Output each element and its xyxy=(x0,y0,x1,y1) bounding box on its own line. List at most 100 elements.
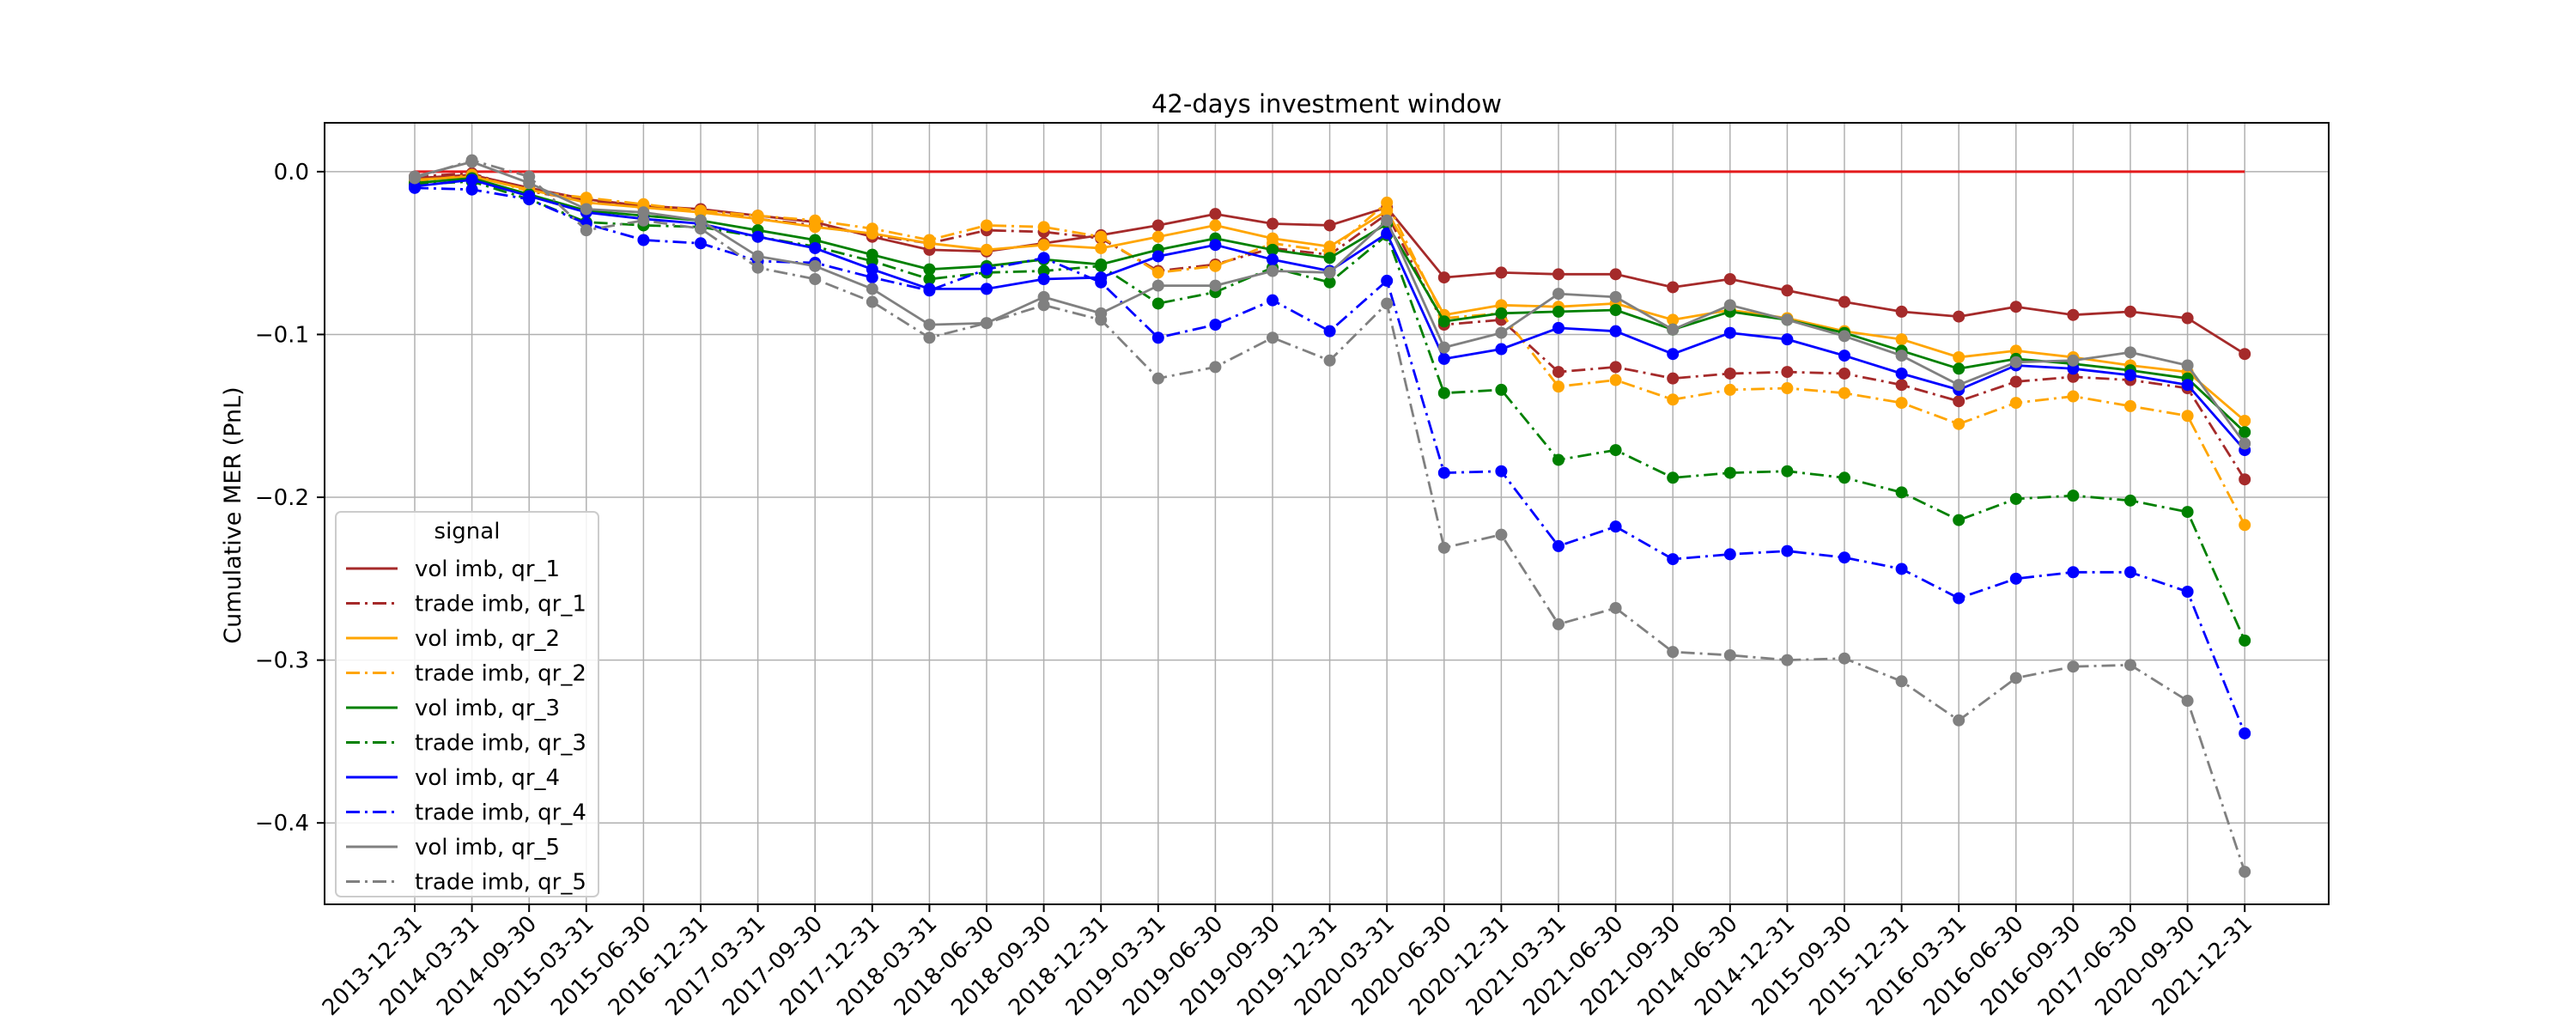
data-point xyxy=(1781,544,1794,557)
data-point xyxy=(1667,646,1680,659)
data-point xyxy=(1609,325,1622,338)
data-point xyxy=(523,170,536,183)
data-point xyxy=(1151,266,1164,279)
data-point xyxy=(1609,290,1622,303)
data-point xyxy=(1151,331,1164,344)
data-point xyxy=(1723,326,1736,339)
data-point xyxy=(1895,305,1908,318)
data-point xyxy=(1838,330,1850,343)
data-point xyxy=(2009,492,2022,505)
series-layer xyxy=(409,154,2251,879)
data-point xyxy=(1437,466,1450,479)
data-point xyxy=(866,283,878,295)
data-point xyxy=(1723,273,1736,285)
data-point xyxy=(1381,297,1394,310)
data-point xyxy=(1437,541,1450,554)
data-point xyxy=(2181,379,2194,392)
data-point xyxy=(2181,410,2194,423)
data-point xyxy=(1495,465,1508,477)
data-point xyxy=(1723,548,1736,561)
data-point xyxy=(751,250,764,263)
data-point xyxy=(409,181,421,194)
data-point xyxy=(1209,361,1222,374)
data-point xyxy=(1151,372,1164,385)
data-point xyxy=(1552,453,1564,466)
data-point xyxy=(1095,259,1108,272)
data-point xyxy=(1209,239,1222,252)
data-point xyxy=(409,172,421,185)
data-point xyxy=(981,317,993,330)
data-point xyxy=(1953,379,1965,392)
data-point xyxy=(1838,295,1850,308)
data-point xyxy=(2067,354,2080,367)
data-point xyxy=(637,214,650,227)
data-point xyxy=(1552,268,1564,281)
data-point xyxy=(1267,253,1279,266)
y-tick-label: −0.1 xyxy=(255,322,309,348)
y-tick-label: −0.3 xyxy=(255,648,309,674)
data-point xyxy=(465,173,478,186)
y-tick-label: 0.0 xyxy=(274,160,309,186)
data-point xyxy=(2067,566,2080,579)
data-point xyxy=(695,204,707,217)
data-point xyxy=(1667,372,1680,385)
data-point xyxy=(465,183,478,196)
data-point xyxy=(809,214,822,227)
data-point xyxy=(695,237,707,250)
legend-label: vol imb, qr_1 xyxy=(415,557,560,582)
data-point xyxy=(1381,274,1394,287)
data-point xyxy=(2124,659,2136,672)
data-point xyxy=(1953,714,1965,727)
data-point xyxy=(1037,221,1050,234)
data-point xyxy=(1095,241,1108,254)
data-point xyxy=(580,224,592,237)
data-point xyxy=(1323,325,1336,338)
data-point xyxy=(923,263,936,276)
data-point xyxy=(1895,397,1908,410)
legend-label: trade imb, qr_2 xyxy=(415,661,586,687)
data-point xyxy=(809,259,822,272)
legend-label: vol imb, qr_2 xyxy=(415,626,560,652)
data-point xyxy=(1267,217,1279,230)
data-point xyxy=(2124,494,2136,507)
data-point xyxy=(923,284,936,297)
data-point xyxy=(1609,444,1622,457)
legend-label: vol imb, qr_5 xyxy=(415,835,560,861)
data-point xyxy=(2067,660,2080,673)
legend-label: vol imb, qr_3 xyxy=(415,696,560,721)
data-point xyxy=(1667,313,1680,326)
data-point xyxy=(1895,367,1908,380)
data-point xyxy=(637,234,650,246)
data-point xyxy=(1323,252,1336,265)
data-point xyxy=(1151,297,1164,310)
data-point xyxy=(1437,315,1450,328)
data-point xyxy=(1609,374,1622,386)
data-point xyxy=(580,203,592,216)
data-point xyxy=(1437,352,1450,365)
data-point xyxy=(1552,366,1564,379)
data-point xyxy=(2067,490,2080,502)
data-point xyxy=(2124,368,2136,381)
data-point xyxy=(1267,331,1279,344)
legend-label: trade imb, qr_3 xyxy=(415,731,586,757)
data-point xyxy=(1437,386,1450,399)
data-point xyxy=(751,210,764,222)
data-point xyxy=(1838,350,1850,362)
data-point xyxy=(981,263,993,276)
data-point xyxy=(981,243,993,256)
y-tick-label: −0.2 xyxy=(255,485,309,511)
legend-box xyxy=(335,511,599,897)
data-point xyxy=(1552,380,1564,393)
data-point xyxy=(1209,219,1222,232)
data-point xyxy=(1781,313,1794,326)
data-point xyxy=(1381,214,1394,227)
data-point xyxy=(1323,354,1336,367)
data-point xyxy=(1895,379,1908,392)
data-point xyxy=(1037,252,1050,265)
data-point xyxy=(981,283,993,295)
data-point xyxy=(1381,227,1394,240)
legend-title: signal xyxy=(434,519,501,544)
data-point xyxy=(923,319,936,331)
data-point xyxy=(923,331,936,344)
